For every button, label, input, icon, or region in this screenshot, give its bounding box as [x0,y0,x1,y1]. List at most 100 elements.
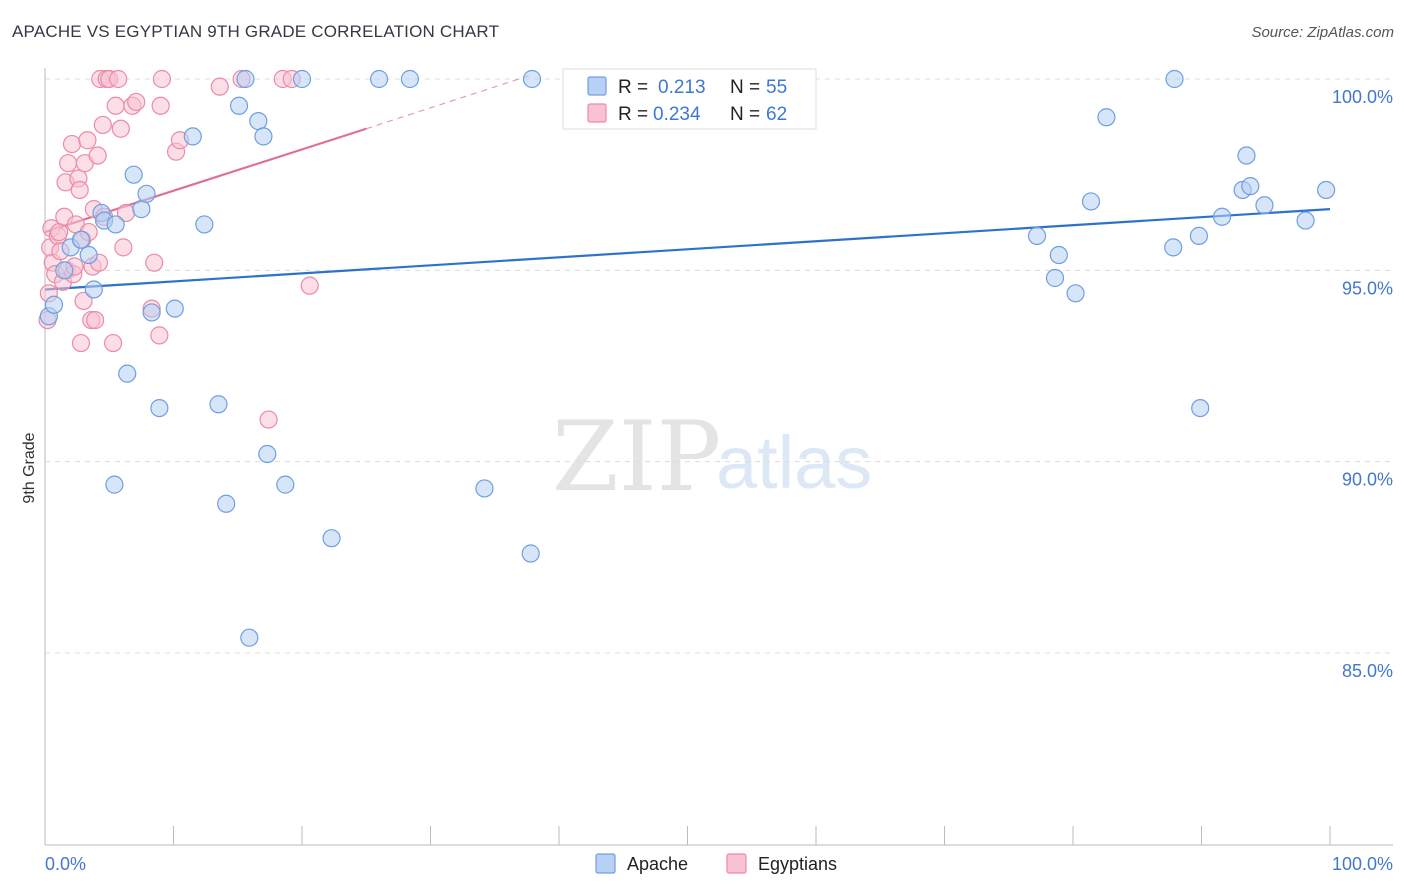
data-point-apache [521,544,540,563]
data-point-egyptians [259,410,278,429]
legend-n-value-egyptians: 62 [766,104,787,125]
data-point-egyptians [109,69,128,89]
data-point-apache [236,69,255,89]
data-point-egyptians [151,96,170,115]
legend-n-value-apache: 55 [766,77,787,98]
source-label: Source: ZipAtlas.com [1251,24,1394,41]
data-point-egyptians [59,154,78,173]
data-point-egyptians [74,291,93,311]
data-point-apache [150,398,169,418]
data-point-egyptians [210,77,229,96]
data-point-apache [1045,268,1065,288]
data-point-apache [254,127,273,146]
axes: 100.0% 95.0% 90.0% 85.0% [44,68,1393,846]
chart-title: APACHE VS EGYPTIAN 9TH GRADE CORRELATION… [12,22,500,41]
gridlines [45,78,1393,654]
data-point-apache [55,261,74,280]
x-tick-label-right: 100.0% [1332,854,1393,874]
data-point-apache [322,529,341,548]
bottom-legend-swatch-apache [595,853,616,874]
data-point-apache [44,295,64,314]
data-point-egyptians [104,333,123,353]
data-point-egyptians [300,276,319,295]
data-point-apache [229,96,249,115]
data-point-apache [105,475,124,494]
data-point-apache [258,444,277,464]
data-point-egyptians [114,238,133,257]
trend-line-extension-egyptians [366,74,531,130]
data-point-apache [84,280,103,299]
data-point-apache [1296,211,1315,230]
data-point-apache [1097,108,1116,127]
data-points [38,69,1336,647]
data-point-apache [118,364,137,383]
bottom-legend-swatch-egyptians [726,853,747,874]
data-point-apache [1255,196,1274,215]
data-point-apache [475,479,494,498]
legend-r-label-apache: R = [618,77,648,98]
data-point-egyptians [93,115,112,135]
data-point-apache [1165,69,1184,89]
legend-swatch-apache [587,76,607,96]
legend-swatch-egyptians [587,103,607,123]
data-point-apache [1027,226,1047,245]
data-point-apache [132,200,151,219]
data-point-apache [71,230,91,249]
data-point-egyptians [88,146,107,165]
data-point-egyptians [62,134,82,154]
data-point-apache [79,245,98,265]
data-point-apache [1237,146,1256,165]
data-point-apache [1212,207,1232,226]
data-point-apache [1066,284,1085,303]
data-point-apache [183,127,202,146]
data-point-apache [370,69,389,89]
data-point-apache [217,494,236,513]
data-point-egyptians [111,119,130,138]
data-point-apache [249,111,268,131]
data-point-apache [1189,226,1209,245]
watermark-atlas: atlas [716,421,872,504]
data-point-egyptians [152,69,172,89]
bottom-legend: Apache Egyptians [595,853,837,874]
legend-r-value-egyptians: 0.234 [653,104,701,125]
data-point-apache [1081,192,1101,211]
y-tick-label: 85.0% [1342,661,1393,681]
legend-n-label-apache: N = [730,77,760,98]
data-point-egyptians [127,92,146,112]
data-point-apache [124,165,143,184]
y-axis-label: 9th Grade [21,432,38,503]
y-tick-label: 100.0% [1332,87,1393,107]
data-point-apache [1241,177,1260,196]
data-point-apache [165,299,184,318]
data-point-egyptians [106,96,125,115]
data-point-apache [1164,238,1183,257]
data-point-egyptians [50,222,69,242]
legend: R = 0.213 N = 55 R = 0.234 N = 62 [562,68,817,130]
data-point-apache [240,628,259,647]
data-point-apache [1317,180,1336,200]
legend-r-value-apache: 0.213 [658,77,706,98]
data-point-apache [209,395,228,414]
bottom-legend-label-apache: Apache [627,854,688,874]
data-point-egyptians [71,333,91,353]
data-point-egyptians [70,180,89,200]
data-point-apache [1049,245,1068,265]
data-point-apache [142,303,161,322]
x-tick-label-left: 0.0% [45,854,86,874]
trend-line-apache [44,208,1331,291]
data-point-egyptians [86,310,105,330]
watermark-zip: ZIP [552,401,721,513]
data-point-apache [195,215,214,234]
data-point-egyptians [145,253,164,272]
y-tick-label: 90.0% [1342,470,1393,490]
data-point-apache [106,215,125,234]
legend-n-label-egyptians: N = [730,104,760,125]
data-point-apache [522,69,542,89]
data-point-apache [292,69,312,89]
y-tick-label: 95.0% [1342,278,1393,298]
bottom-legend-label-egyptians: Egyptians [758,854,837,874]
data-point-egyptians [78,131,97,150]
data-point-apache [276,475,295,494]
data-point-egyptians [150,326,169,345]
